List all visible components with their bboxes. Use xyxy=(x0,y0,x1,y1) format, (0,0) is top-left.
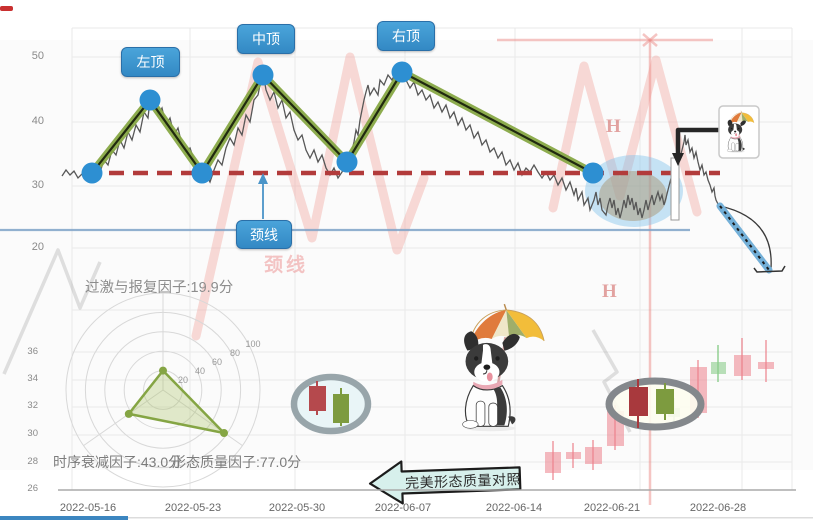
y-tick-50: 50 xyxy=(31,50,44,62)
overreaction-factor-text: 过激与报复因子:19.9分 xyxy=(85,280,234,296)
y-tick-28: 28 xyxy=(27,456,38,467)
radar-scale-40: 40 xyxy=(194,366,206,376)
pattern-kernel-oval-left xyxy=(290,373,372,435)
radar-scale-20: 20 xyxy=(177,375,189,385)
dog-thumbnail-image xyxy=(718,105,760,159)
y-tick-20: 20 xyxy=(31,241,44,253)
x-tick-date: 2022-06-28 xyxy=(689,502,747,514)
label-right-top: 右顶 xyxy=(377,21,435,51)
y-tick-30: 30 xyxy=(31,179,44,191)
label-middle-top: 中顶 xyxy=(237,24,295,54)
breakdown-highlight-ellipse xyxy=(585,155,683,227)
y-tick-40: 40 xyxy=(31,115,44,127)
breakout-candle xyxy=(670,157,680,221)
watermark-h-upper: H xyxy=(606,116,621,137)
label-right-top-text: 右顶 xyxy=(392,28,420,44)
time-decay-factor-text: 时序衰减因子:43.0分 xyxy=(53,454,183,470)
red-marker xyxy=(0,6,13,11)
radar-chart xyxy=(65,292,261,488)
x-tick-date: 2022-06-21 xyxy=(583,502,641,514)
gridlines xyxy=(71,27,793,490)
y-tick-26: 26 xyxy=(27,483,38,494)
pattern-vertex-dots xyxy=(81,61,604,184)
label-neckline: 颈线 xyxy=(236,220,292,249)
label-neckline-text: 颈线 xyxy=(250,226,278,243)
radar-polygon xyxy=(127,369,226,435)
quality-factor-text: 形态质量因子:77.0分 xyxy=(172,454,302,470)
y-tick-32: 32 xyxy=(27,400,38,411)
x-tick-date: 2022-06-14 xyxy=(485,502,543,514)
x-tick-date: 2022-05-16 xyxy=(59,502,117,514)
neckline-callout-arrow xyxy=(258,173,268,219)
y-tick-30: 30 xyxy=(27,428,38,439)
label-left-top: 左顶 xyxy=(121,47,180,77)
pattern-kernel-oval-right xyxy=(605,377,705,431)
x-tick-date: 2022-05-23 xyxy=(164,502,222,514)
projection-arrow xyxy=(716,202,786,274)
y-tick-34: 34 xyxy=(27,373,38,384)
scrollbar-track xyxy=(128,517,813,519)
radar-scale-60: 60 xyxy=(211,357,223,367)
comparison-arrow-shape xyxy=(368,460,522,505)
watermark-neckline-text: 颈线 xyxy=(264,255,309,276)
y-tick-36: 36 xyxy=(27,346,38,357)
scrollbar-thumb[interactable] xyxy=(0,516,128,520)
label-left-top-text: 左顶 xyxy=(136,54,165,70)
x-tick-date: 2022-05-30 xyxy=(268,502,326,514)
label-middle-top-text: 中顶 xyxy=(252,31,280,47)
radar-scale-80: 80 xyxy=(229,348,241,358)
radar-scale-100: 100 xyxy=(245,339,261,349)
comparison-arrow-label: 完美形态质量对照 xyxy=(404,470,522,492)
watermark-h-lower: H xyxy=(602,281,617,302)
x-tick-date: 2022-06-07 xyxy=(374,502,432,514)
breakout-pointer-arrow xyxy=(672,127,719,166)
